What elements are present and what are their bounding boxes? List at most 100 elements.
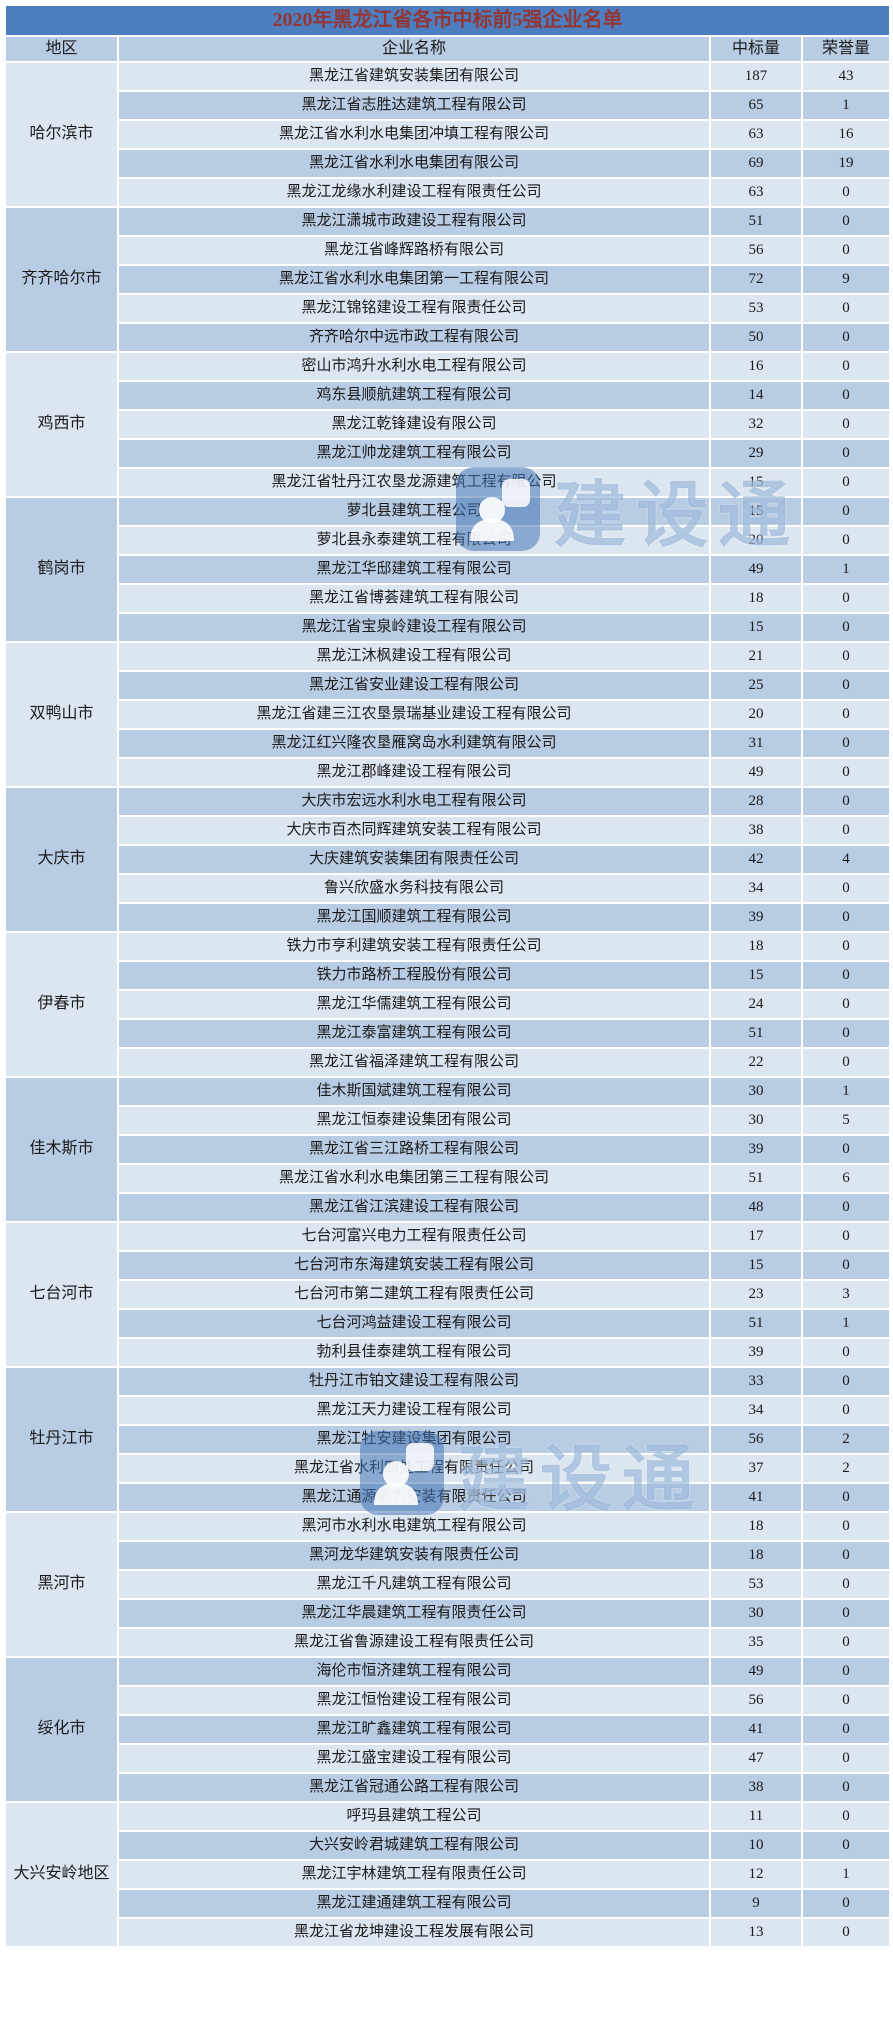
- company-cell: 黑龙江国顺建筑工程有限公司: [117, 902, 711, 933]
- bids-cell: 41: [709, 1482, 803, 1513]
- region-cell: 牡丹江市: [4, 1366, 119, 1513]
- company-cell: 萝北县建筑工程公司: [117, 496, 711, 527]
- company-cell: 鸡东县顺航建筑工程有限公司: [117, 380, 711, 411]
- honors-cell: 0: [801, 1134, 891, 1165]
- company-cell: 黑龙江省龙坤建设工程发展有限公司: [117, 1917, 711, 1948]
- honors-cell: 0: [801, 786, 891, 817]
- bids-cell: 51: [709, 1163, 803, 1194]
- table-row: 黑龙江省峰辉路桥有限公司 56 0: [5, 235, 891, 266]
- company-cell: 黑龙江建通建筑工程有限公司: [117, 1888, 711, 1919]
- company-cell: 呼玛县建筑工程公司: [117, 1801, 711, 1832]
- honors-cell: 6: [801, 1163, 891, 1194]
- honors-cell: 4: [801, 844, 891, 875]
- bids-cell: 13: [709, 1917, 803, 1948]
- table-row: 黑龙江省宝泉岭建设工程有限公司 15 0: [5, 612, 891, 643]
- company-cell: 黑龙江省志胜达建筑工程有限公司: [117, 90, 711, 121]
- company-cell: 黑龙江盛宝建设工程有限公司: [117, 1743, 711, 1774]
- company-cell: 黑龙江省博荟建筑工程有限公司: [117, 583, 711, 614]
- bids-cell: 15: [709, 960, 803, 991]
- table-row: 牡丹江市 牡丹江市铂文建设工程有限公司 33 0: [4, 1366, 891, 1513]
- honors-cell: 0: [801, 235, 891, 266]
- table-row: 黑龙江通源电力安装有限责任公司 41 0: [5, 1482, 891, 1513]
- table-row: 黑河市 黑河市水利水电建筑工程有限公司 18 0: [4, 1511, 891, 1658]
- company-cell: 黑龙江旷鑫建筑工程有限公司: [117, 1714, 711, 1745]
- table-row: 黑龙江国顺建筑工程有限公司 39 0: [5, 902, 891, 933]
- bids-cell: 37: [709, 1453, 803, 1484]
- bids-cell: 65: [709, 90, 803, 121]
- col-header-honors: 荣誉量: [801, 35, 891, 63]
- table-row: 齐齐哈尔中远市政工程有限公司 50 0: [5, 322, 891, 353]
- table-row: 黑龙江乾锋建设有限公司 32 0: [5, 409, 891, 440]
- honors-cell: 0: [801, 1569, 891, 1600]
- bids-cell: 10: [709, 1830, 803, 1861]
- table-row: 黑龙江省水利水电集团有限公司 69 19: [5, 148, 891, 179]
- company-cell: 黑龙江恒怡建设工程有限公司: [117, 1685, 711, 1716]
- honors-cell: 0: [801, 496, 891, 527]
- table-row: 鹤岗市 萝北县建筑工程公司 15 0: [4, 496, 891, 643]
- company-cell: 黑龙江天力建设工程有限公司: [117, 1395, 711, 1426]
- honors-cell: 0: [801, 1627, 891, 1658]
- company-cell: 牡丹江市铂文建设工程有限公司: [117, 1366, 711, 1397]
- region-cell: 大庆市: [4, 786, 119, 933]
- company-cell: 黑龙江省安业建设工程有限公司: [117, 670, 711, 701]
- honors-cell: 0: [801, 1395, 891, 1426]
- table-row: 黑龙江宇林建筑工程有限责任公司 12 1: [5, 1859, 891, 1890]
- honors-cell: 0: [801, 873, 891, 904]
- page-title: 2020年黑龙江省各市中标前5强企业名单: [4, 4, 891, 37]
- table-row: 大庆市百杰同辉建筑安装工程有限公司 38 0: [5, 815, 891, 846]
- company-cell: 七台河市东海建筑安装工程有限公司: [117, 1250, 711, 1281]
- company-cell: 黑龙江乾锋建设有限公司: [117, 409, 711, 440]
- bids-cell: 56: [709, 1424, 803, 1455]
- table-row: 黑龙江省龙坤建设工程发展有限公司 13 0: [5, 1917, 891, 1948]
- honors-cell: 19: [801, 148, 891, 179]
- honors-cell: 0: [801, 931, 891, 962]
- honors-cell: 0: [801, 612, 891, 643]
- table-row: 黑龙江华晨建筑工程有限责任公司 30 0: [5, 1598, 891, 1629]
- company-cell: 黑龙江省水利水电集团第三工程有限公司: [117, 1163, 711, 1194]
- region-cell: 鹤岗市: [4, 496, 119, 643]
- table-row: 绥化市 海伦市恒济建筑工程有限公司 49 0: [4, 1656, 891, 1803]
- table-row: 齐齐哈尔市 黑龙江潇城市政建设工程有限公司 51 0: [4, 206, 891, 353]
- bids-cell: 24: [709, 989, 803, 1020]
- table-row: 七台河市 七台河富兴电力工程有限责任公司 17 0: [4, 1221, 891, 1368]
- honors-cell: 0: [801, 293, 891, 324]
- company-cell: 齐齐哈尔中远市政工程有限公司: [117, 322, 711, 353]
- bids-cell: 51: [709, 206, 803, 237]
- company-cell: 黑龙江省宝泉岭建设工程有限公司: [117, 612, 711, 643]
- bids-cell: 187: [709, 61, 803, 92]
- region-cell: 大兴安岭地区: [4, 1801, 119, 1948]
- bids-cell: 34: [709, 873, 803, 904]
- honors-cell: 0: [801, 1917, 891, 1948]
- honors-cell: 0: [801, 380, 891, 411]
- company-cell: 七台河富兴电力工程有限责任公司: [117, 1221, 711, 1252]
- honors-cell: 0: [801, 641, 891, 672]
- bids-cell: 49: [709, 554, 803, 585]
- company-cell: 铁力市亨利建筑安装工程有限责任公司: [117, 931, 711, 962]
- table-row: 大兴安岭君城建筑工程有限公司 10 0: [5, 1830, 891, 1861]
- col-header-region: 地区: [4, 35, 119, 63]
- company-cell: 黑龙江省峰辉路桥有限公司: [117, 235, 711, 266]
- bids-cell: 21: [709, 641, 803, 672]
- honors-cell: 0: [801, 525, 891, 556]
- table-row: 黑龙江省水利水电集团第三工程有限公司 51 6: [5, 1163, 891, 1194]
- bids-cell: 17: [709, 1221, 803, 1252]
- honors-cell: 0: [801, 728, 891, 759]
- bids-cell: 25: [709, 670, 803, 701]
- table-row: 黑龙江省水利水电集团冲填工程有限公司 63 16: [5, 119, 891, 150]
- table-row: 黑龙江郡峰建设工程有限公司 49 0: [5, 757, 891, 788]
- bids-cell: 34: [709, 1395, 803, 1426]
- honors-cell: 3: [801, 1279, 891, 1310]
- company-cell: 黑龙江省建筑安装集团有限公司: [117, 61, 711, 92]
- honors-cell: 0: [801, 1656, 891, 1687]
- honors-cell: 1: [801, 1076, 891, 1107]
- bids-cell: 12: [709, 1859, 803, 1890]
- honors-cell: 0: [801, 1047, 891, 1078]
- honors-cell: 0: [801, 1540, 891, 1571]
- honors-cell: 0: [801, 351, 891, 382]
- company-cell: 佳木斯国斌建筑工程有限公司: [117, 1076, 711, 1107]
- table-row: 伊春市 铁力市亨利建筑安装工程有限责任公司 18 0: [4, 931, 891, 1078]
- bids-cell: 38: [709, 815, 803, 846]
- bids-cell: 14: [709, 380, 803, 411]
- region-cell: 双鸭山市: [4, 641, 119, 788]
- honors-cell: 1: [801, 90, 891, 121]
